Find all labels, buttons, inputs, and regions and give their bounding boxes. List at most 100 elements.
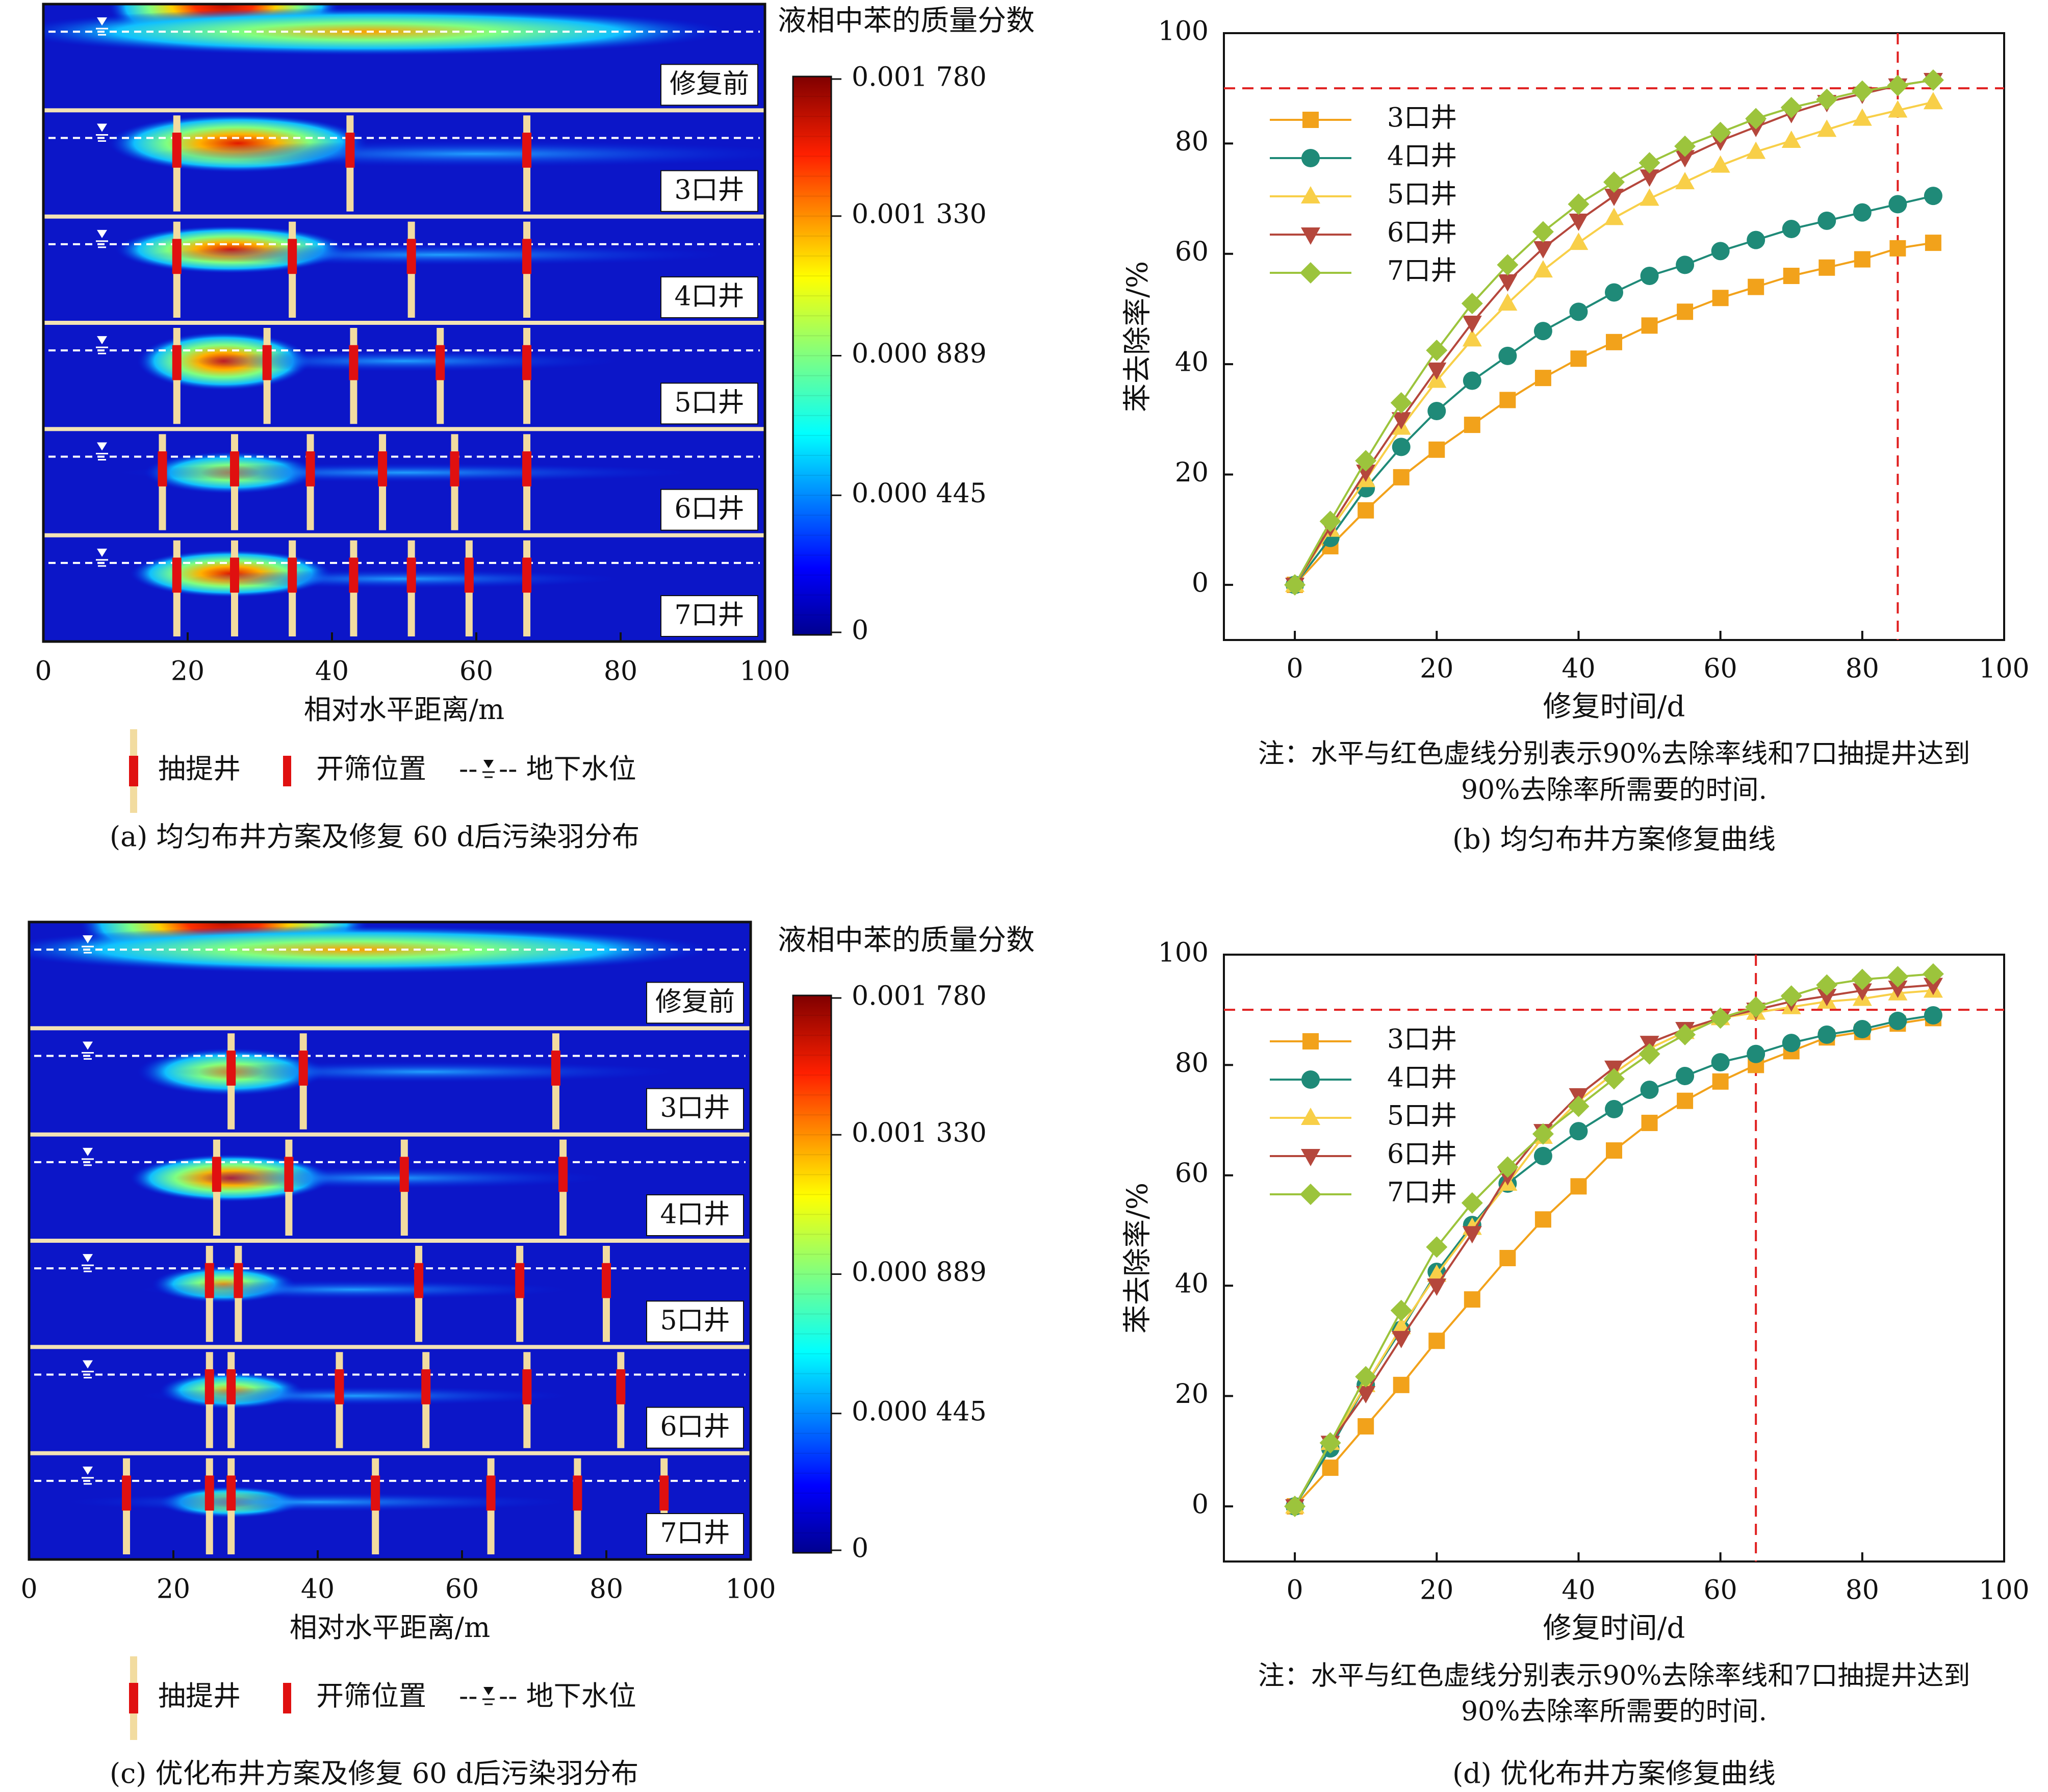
well-screen (212, 1157, 221, 1192)
panel-caption: (b) 均匀布井方案修复曲线 (1452, 823, 1776, 855)
x-tick-label: 20 (171, 656, 204, 687)
data-point (1534, 370, 1551, 387)
data-point (1569, 233, 1589, 250)
legend-water-prefix: -- (459, 1680, 478, 1712)
data-point (1427, 362, 1447, 380)
plume-contours (108, 114, 765, 173)
data-point (1922, 69, 1944, 91)
water-table-icon (83, 1466, 93, 1475)
plume-strip: 3口井 (29, 1026, 751, 1130)
legend-water-table-label: -- 地下水位 (499, 753, 636, 785)
legend-label: 6口井 (1387, 218, 1457, 248)
legend-water-table-label: -- 地下水位 (499, 1680, 636, 1712)
water-table-icon (97, 123, 107, 132)
colorbar-bar (792, 75, 832, 636)
strip-label: 7口井 (660, 1518, 730, 1549)
extraction-well (551, 1033, 560, 1130)
data-point (1676, 1067, 1695, 1085)
strip-label-box (660, 170, 758, 212)
x-axis-label: 修复时间/d (1543, 1612, 1685, 1645)
data-point (1426, 340, 1448, 362)
data-point (1390, 392, 1412, 414)
panel-caption: (c) 优化布井方案及修复 60 d后污染羽分布 (110, 1757, 638, 1789)
extraction-well (284, 1139, 294, 1236)
y-tick-label: 60 (1175, 1158, 1209, 1189)
data-point (1569, 302, 1588, 321)
colorbar-tick-label: 0 (852, 1533, 868, 1564)
data-point (1888, 1011, 1907, 1030)
x-tick-label: 80 (1846, 654, 1879, 684)
extraction-well (204, 1352, 214, 1448)
strip-divider (29, 1451, 751, 1455)
x-tick-label: 80 (604, 656, 637, 687)
extraction-well (305, 434, 315, 530)
chart-legend: 3口井 4口井 5口井 6口井 7口井 (1270, 103, 1457, 287)
legend-label: 4口井 (1387, 141, 1457, 172)
data-point (1497, 1156, 1519, 1178)
chart-note: 90%去除率所需要的时间. (1461, 775, 1767, 806)
plume-strip: 修复前 (29, 922, 746, 1024)
data-point (1748, 278, 1764, 295)
data-point (1745, 996, 1767, 1018)
well-screen (421, 1369, 431, 1404)
extraction-well (172, 328, 182, 424)
series (1284, 963, 1944, 1517)
data-point (1568, 1095, 1590, 1117)
plume-blob (188, 569, 621, 588)
data-point (1852, 983, 1872, 1001)
extraction-well (406, 221, 416, 318)
data-point (1462, 329, 1482, 347)
extraction-well (204, 1458, 214, 1554)
well-screen (522, 451, 532, 487)
plume-contours (43, 4, 729, 56)
well-screen (335, 1369, 344, 1404)
strip-label: 6口井 (674, 494, 744, 524)
data-point (1393, 1376, 1410, 1393)
well-screen (399, 1157, 409, 1192)
plume-strip: 5口井 (29, 1239, 751, 1343)
plume-strip: 4口井 (43, 214, 765, 318)
data-point (1888, 100, 1908, 118)
data-point (1604, 208, 1624, 225)
strip-label: 修复前 (670, 69, 749, 99)
data-point (1852, 108, 1872, 126)
data-point (1355, 450, 1377, 472)
plume-blob (29, 926, 715, 974)
data-point (1781, 130, 1801, 148)
well-screen (172, 557, 182, 593)
x-tick-label: 0 (20, 1574, 37, 1605)
strip-label-box (646, 1088, 744, 1130)
data-point (1887, 74, 1909, 96)
y-tick-label: 40 (1175, 347, 1209, 378)
well-screen (158, 451, 167, 487)
colorbar: 液相中苯的质量分数 0.001 780 0.001 330 0.000 889 0.00… (778, 5, 1035, 646)
colorbar-tick-label: 0 (852, 616, 868, 646)
x-tick-label: 100 (739, 656, 790, 687)
colorbar-tick-label: 0.001 330 (852, 1118, 987, 1148)
strip-divider (29, 1345, 751, 1349)
x-tick-label: 0 (1287, 654, 1303, 684)
extraction-well (226, 1033, 236, 1130)
data-point (1641, 1114, 1658, 1131)
y-tick-label: 60 (1175, 237, 1209, 267)
data-point (1819, 259, 1835, 276)
colorbar-tick-label: 0.001 780 (852, 981, 987, 1012)
extraction-well (616, 1352, 626, 1448)
data-point (1675, 172, 1695, 190)
data-point (1302, 1033, 1319, 1049)
water-table-icon (97, 548, 107, 557)
data-point (1301, 186, 1320, 203)
data-point (1782, 220, 1801, 239)
strip-label-box (646, 1406, 744, 1449)
data-point (1462, 1226, 1482, 1244)
well-screen (122, 1475, 132, 1511)
series-line (1294, 195, 1934, 586)
data-point (1639, 1043, 1660, 1065)
well-screen (298, 1051, 308, 1086)
plume-strip: 5口井 (43, 321, 765, 425)
data-point (1300, 262, 1321, 284)
well-screen (414, 1263, 424, 1298)
plume-frame (42, 3, 766, 643)
data-point (1641, 317, 1658, 334)
plume-blob (137, 1386, 571, 1405)
